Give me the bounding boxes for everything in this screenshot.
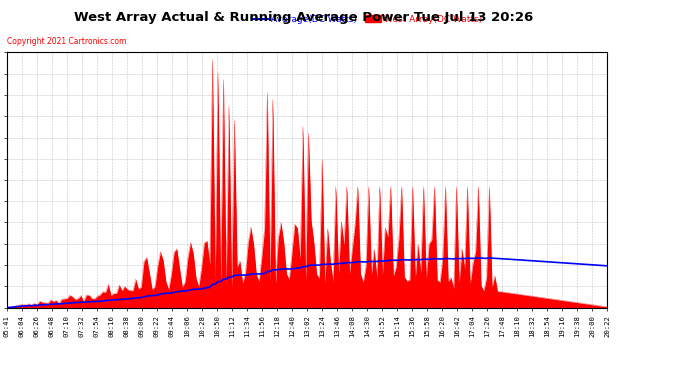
- Legend: Average(DC Watts), West Array(DC Watts): Average(DC Watts), West Array(DC Watts): [248, 11, 486, 27]
- Text: West Array Actual & Running Average Power Tue Jul 13 20:26: West Array Actual & Running Average Powe…: [74, 11, 533, 24]
- Text: Copyright 2021 Cartronics.com: Copyright 2021 Cartronics.com: [7, 38, 126, 46]
